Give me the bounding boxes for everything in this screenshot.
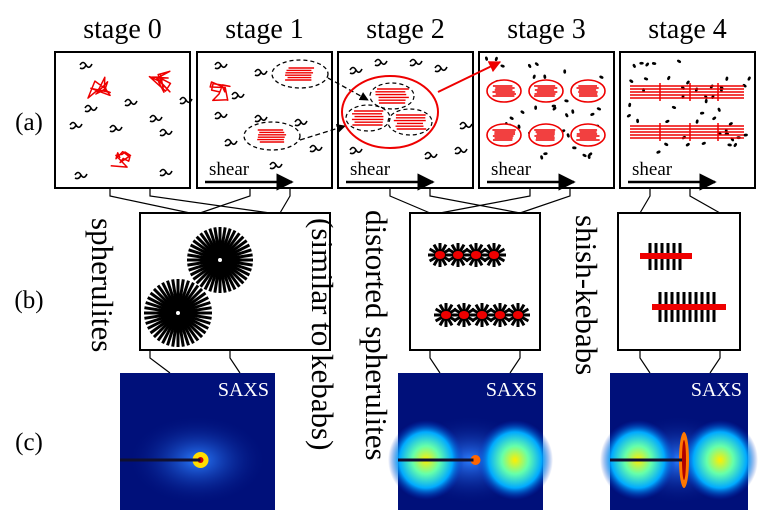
row-label: (b)	[14, 287, 43, 314]
core	[459, 311, 469, 319]
spherulite	[571, 80, 605, 102]
structure-label: shish-kebabs	[569, 215, 604, 375]
shear-label: shear	[491, 159, 532, 180]
row-label: (c)	[15, 429, 43, 456]
shear-label: shear	[632, 159, 673, 180]
structure-label: (similar to kebabs)	[305, 218, 340, 450]
saxs-image: SAXS	[600, 373, 758, 510]
saxs-image: SAXS	[120, 373, 275, 510]
funnel	[640, 188, 720, 213]
core	[495, 311, 505, 319]
stage-label: stage 2	[366, 14, 445, 45]
spherulite	[529, 124, 563, 146]
spherulite	[487, 80, 521, 102]
structure-label: spherulites	[85, 218, 120, 352]
funnel	[150, 350, 240, 373]
row-label: (a)	[15, 109, 43, 136]
saxs-label: SAXS	[691, 379, 742, 401]
structure-box	[410, 213, 540, 350]
funnel	[110, 188, 270, 213]
saxs-image: SAXS	[388, 373, 553, 510]
stage-label: stage 0	[83, 14, 162, 45]
saxs-lobe	[682, 420, 758, 500]
diagram: stage 0 stage 1 stage 2 stage 3 stage 4 (a) (b…	[0, 0, 759, 519]
funnel	[440, 188, 570, 213]
spherulite	[529, 80, 563, 102]
core	[453, 251, 463, 259]
saxs-lobe	[477, 420, 553, 500]
structure-label: distorted spherulites	[359, 210, 394, 461]
shear-label: shear	[209, 159, 250, 180]
spherulite	[571, 124, 605, 146]
stage-box	[55, 52, 190, 188]
core	[513, 311, 523, 319]
structure-box	[618, 213, 740, 350]
core	[489, 251, 499, 259]
core	[477, 311, 487, 319]
funnel	[640, 350, 720, 373]
spherulite	[487, 124, 521, 146]
stage-label: stage 4	[648, 14, 727, 45]
core	[435, 251, 445, 259]
center	[218, 258, 222, 262]
funnel	[390, 188, 520, 213]
segment	[639, 62, 643, 65]
center	[176, 311, 180, 315]
saxs-streak	[682, 440, 686, 480]
saxs-label: SAXS	[486, 379, 537, 401]
core	[471, 251, 481, 259]
shear-label: shear	[350, 159, 391, 180]
stage-label: stage 1	[225, 14, 304, 45]
stage-label: stage 3	[507, 14, 586, 45]
saxs-label: SAXS	[218, 379, 269, 401]
core	[441, 311, 451, 319]
funnel	[430, 350, 520, 373]
